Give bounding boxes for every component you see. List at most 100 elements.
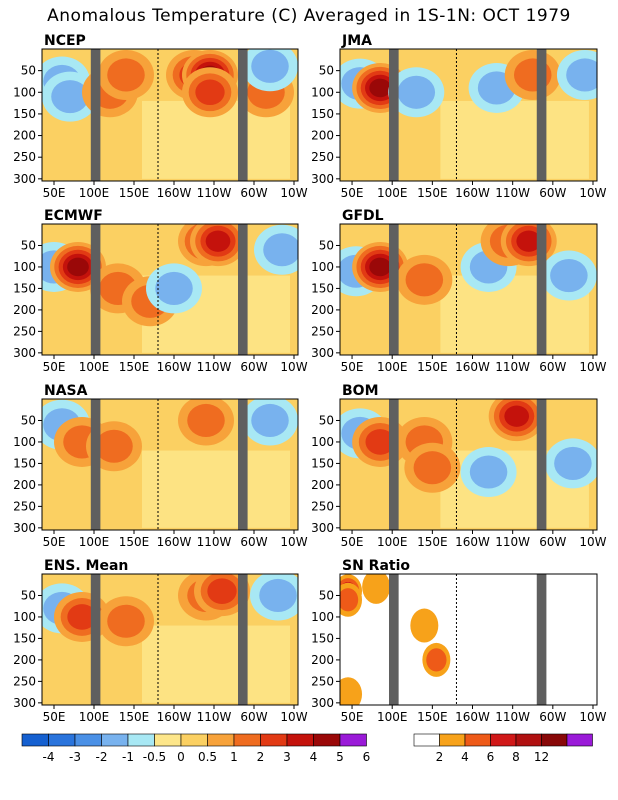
panel-title: ENS. Mean <box>44 558 128 574</box>
x-tick-label: 160W <box>157 360 192 374</box>
colorbar-swatch <box>48 733 76 747</box>
y-tick-label: 100 <box>13 610 36 624</box>
colorbar-label: 6 <box>487 750 495 764</box>
panel-frame <box>41 573 299 706</box>
y-tick-label: 50 <box>319 588 334 602</box>
panel-title: GFDL <box>342 208 384 224</box>
field-5 <box>42 399 298 530</box>
colorbar-label: 4 <box>461 750 469 764</box>
y-tick-label: 100 <box>311 610 334 624</box>
colorbar-swatch <box>464 733 491 747</box>
anomaly-blob <box>554 446 592 480</box>
x-tick-label: 100E <box>79 186 110 200</box>
y-tick-label: 150 <box>13 456 36 470</box>
y-tick-label: 100 <box>311 260 334 274</box>
y-tick-label: 50 <box>319 413 334 427</box>
colorbar-swatch <box>413 733 440 747</box>
panel-7: ENS. Mean 50E 100E 150E 160W 110W 60W 10W 50 100 1… <box>13 558 308 724</box>
y-tick-label: 100 <box>311 435 334 449</box>
anomaly-blob <box>413 451 452 485</box>
y-tick-label: 250 <box>13 674 36 688</box>
land-mask-americas <box>238 224 248 355</box>
anomaly-blob <box>251 49 289 83</box>
colorbar-swatch <box>74 733 102 747</box>
anomaly-blob <box>469 455 508 489</box>
panel-title: NCEP <box>44 33 86 49</box>
x-tick-label: 110W <box>495 360 530 374</box>
y-tick-label: 300 <box>311 696 334 710</box>
x-tick-label: 110W <box>495 186 530 200</box>
anomaly-blob <box>263 233 298 267</box>
x-tick-label: 50E <box>43 535 66 549</box>
y-tick-label: 50 <box>319 64 334 78</box>
x-tick-label: 160W <box>455 535 490 549</box>
x-tick-label: 50E <box>341 186 364 200</box>
y-tick-label: 150 <box>311 456 334 470</box>
panel-title: SN Ratio <box>342 558 410 574</box>
x-tick-label: 50E <box>43 186 66 200</box>
colorbar-swatch <box>286 733 314 747</box>
y-tick-label: 200 <box>311 303 334 317</box>
anomaly-blob <box>51 80 89 114</box>
y-tick-label: 200 <box>13 653 36 667</box>
x-tick-label: 150E <box>119 535 150 549</box>
panel-2: JMA 50E 100E 150E 160W 110W 60W 10W 50 100 150 200 2… <box>311 33 607 200</box>
y-tick-label: 250 <box>13 150 36 164</box>
colorbar-swatch <box>339 733 367 747</box>
colorbar-label: 2 <box>257 750 265 764</box>
land-mask-indonesia <box>90 399 101 530</box>
x-tick-label: 60W <box>539 360 566 374</box>
x-tick-label: 110W <box>197 710 232 724</box>
colorbar-label: -4 <box>43 750 55 764</box>
x-tick-label: 50E <box>43 710 66 724</box>
y-tick-label: 50 <box>21 413 36 427</box>
colorbar-swatch <box>21 733 49 747</box>
x-tick-label: 100E <box>79 360 110 374</box>
x-tick-label: 150E <box>417 360 448 374</box>
colorbar-sn: 2 4 6 8 12 <box>413 733 593 764</box>
x-tick-label: 110W <box>495 710 530 724</box>
y-tick-label: 200 <box>311 129 334 143</box>
land-mask-indonesia <box>90 224 101 355</box>
x-tick-label: 160W <box>455 710 490 724</box>
x-tick-label: 160W <box>455 360 490 374</box>
land-mask-indonesia <box>90 49 101 181</box>
y-tick-label: 100 <box>13 435 36 449</box>
x-tick-label: 10W <box>579 186 606 200</box>
colorbar-label: -2 <box>96 750 108 764</box>
anomaly-blob <box>195 79 225 106</box>
anomaly-blob <box>566 58 597 92</box>
field-8 <box>340 574 597 705</box>
y-tick-label: 150 <box>311 631 334 645</box>
x-tick-label: 100E <box>377 360 408 374</box>
anomaly-blob <box>340 677 363 705</box>
anomaly-blob <box>340 588 359 612</box>
colorbar-swatch <box>127 733 155 747</box>
x-tick-label: 50E <box>43 360 66 374</box>
colorbar-swatch <box>260 733 288 747</box>
x-tick-label: 10W <box>280 186 307 200</box>
field-2 <box>340 49 597 181</box>
anomaly-blob <box>504 405 530 427</box>
anomaly-blob <box>251 403 289 438</box>
x-tick-label: 50E <box>341 535 364 549</box>
x-tick-label: 10W <box>280 535 307 549</box>
colorbar-swatch <box>233 733 261 747</box>
colorbar-swatch <box>541 733 568 747</box>
panel-title: NASA <box>44 383 88 399</box>
y-tick-label: 100 <box>13 260 36 274</box>
colorbar-label: 5 <box>336 750 344 764</box>
y-tick-label: 100 <box>13 85 36 99</box>
x-tick-label: 100E <box>79 535 110 549</box>
y-tick-label: 50 <box>21 588 36 602</box>
colorbar-swatch <box>439 733 466 747</box>
y-tick-label: 150 <box>311 107 334 121</box>
panel-title: ECMWF <box>44 208 103 224</box>
y-tick-label: 200 <box>311 478 334 492</box>
y-tick-label: 50 <box>319 238 334 252</box>
x-tick-label: 150E <box>417 535 448 549</box>
colorbar-swatch <box>490 733 517 747</box>
colorbar-label: 3 <box>283 750 291 764</box>
x-tick-label: 100E <box>377 535 408 549</box>
anomaly-blob <box>405 263 444 297</box>
